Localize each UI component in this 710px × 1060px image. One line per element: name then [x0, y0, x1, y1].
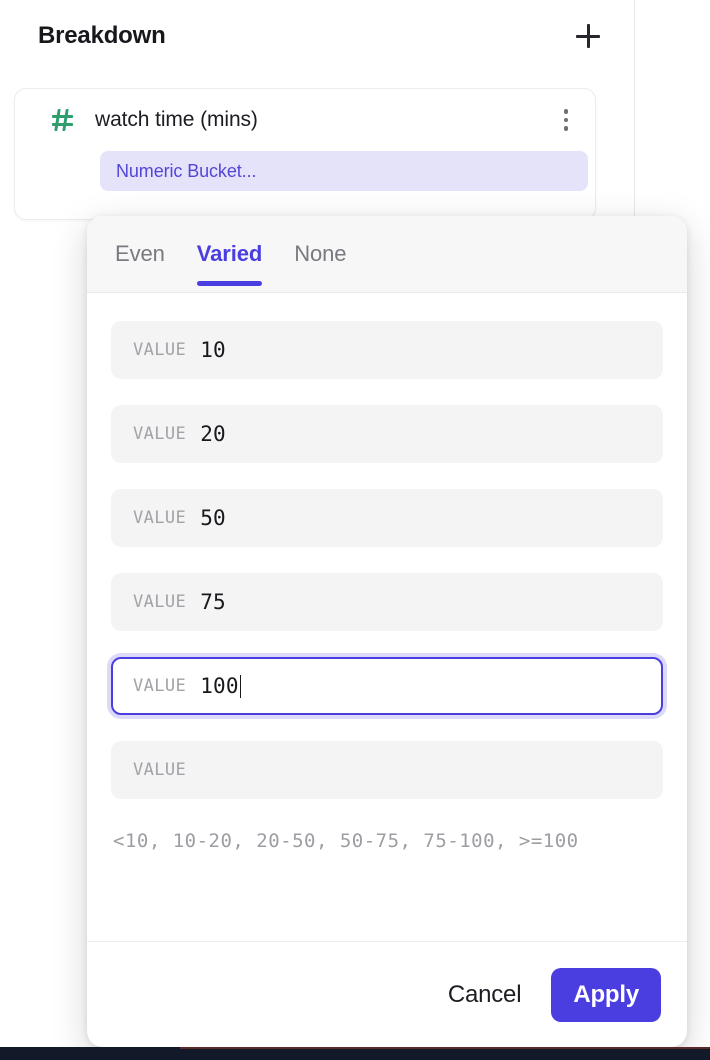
breakdown-item-card[interactable]: watch time (mins) Numeric Bucket... [14, 88, 596, 220]
tab-even[interactable]: Even [99, 216, 181, 292]
value-input-text: 100 [200, 674, 239, 698]
value-input-text: 10 [200, 338, 226, 362]
value-input-label: VALUE [133, 340, 187, 360]
apply-button[interactable]: Apply [551, 967, 661, 1022]
value-input-row-6-empty[interactable]: VALUE [111, 741, 663, 799]
value-input-text: 50 [200, 506, 226, 530]
value-input-row-1[interactable]: VALUE 10 [111, 321, 663, 379]
numeric-bucket-chip[interactable]: Numeric Bucket... [100, 151, 588, 191]
page-title: Breakdown [38, 22, 166, 49]
breakdown-header: Breakdown [0, 0, 634, 72]
cancel-button[interactable]: Cancel [442, 973, 528, 1017]
value-input-label: VALUE [133, 508, 187, 528]
text-cursor [239, 674, 242, 698]
bucket-mode-tabs: Even Varied None [87, 216, 687, 293]
value-input-label: VALUE [133, 592, 187, 612]
breakdown-field-name: watch time (mins) [95, 108, 258, 131]
kebab-menu-icon[interactable] [551, 103, 581, 137]
bucket-preview-text: <10, 10-20, 20-50, 50-75, 75-100, >=100 [113, 830, 579, 852]
value-input-text: 75 [200, 590, 226, 614]
value-input-label: VALUE [133, 760, 187, 780]
numeric-bucket-chip-label: Numeric Bucket... [116, 160, 257, 181]
value-input-label: VALUE [133, 424, 187, 444]
hash-icon [49, 107, 75, 133]
tab-varied[interactable]: Varied [181, 216, 278, 292]
panel-divider [634, 0, 635, 216]
bucket-values-list: VALUE 10 VALUE 20 VALUE 50 VALUE 75 VALU… [87, 293, 687, 941]
add-breakdown-button[interactable] [571, 19, 605, 53]
value-input-text: 20 [200, 422, 226, 446]
popup-footer: Cancel Apply [87, 941, 687, 1047]
value-input-label: VALUE [133, 676, 187, 696]
tab-none[interactable]: None [278, 216, 362, 292]
breakdown-item-row: watch time (mins) [15, 89, 595, 151]
value-input-row-5-focused[interactable]: VALUE 100 [111, 657, 663, 715]
numeric-bucket-popup: Even Varied None VALUE 10 VALUE 20 VALUE… [87, 216, 687, 1047]
bottom-system-bar [0, 1047, 710, 1060]
value-input-row-2[interactable]: VALUE 20 [111, 405, 663, 463]
value-input-row-4[interactable]: VALUE 75 [111, 573, 663, 631]
value-input-row-3[interactable]: VALUE 50 [111, 489, 663, 547]
